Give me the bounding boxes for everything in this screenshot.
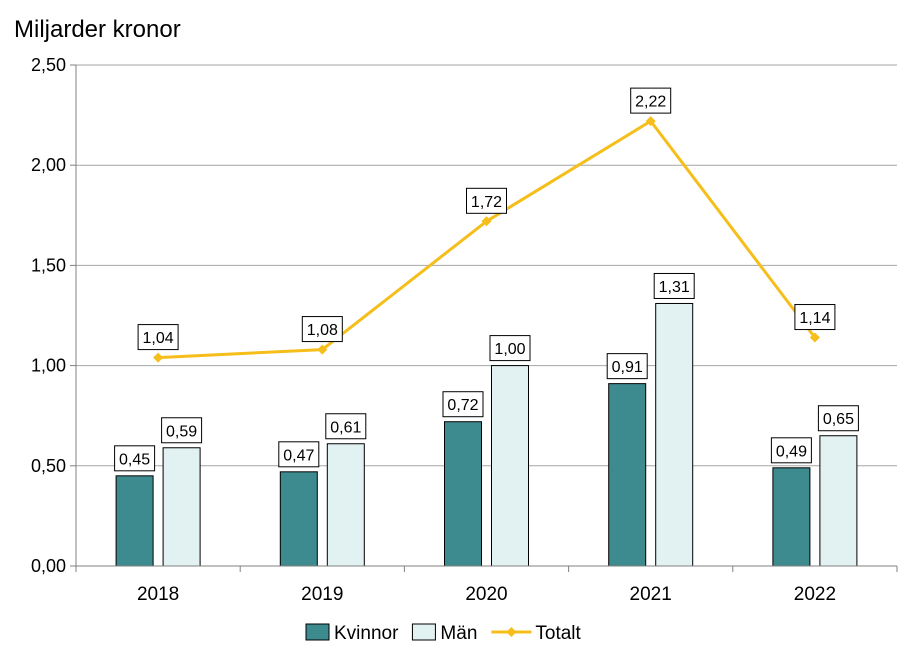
- y-tick-label: 2,00: [31, 155, 66, 175]
- data-label-totalt: 2,22: [630, 87, 672, 114]
- bar-kvinnor-2019: [279, 471, 318, 567]
- y-tick-label: 1,00: [31, 356, 66, 376]
- data-label-box: [630, 87, 672, 114]
- line-marker: [317, 344, 328, 355]
- data-labels: 0,45 0,47 0,72 0,91 0,49 0,59 0,61 1,00 1,31 0,65…: [114, 87, 859, 472]
- data-label-text: 0,47: [283, 447, 314, 464]
- bar-kvinnor-2020: [444, 421, 482, 567]
- x-tick-label: 2021: [630, 584, 672, 605]
- data-label-box: [817, 405, 859, 432]
- y-tick-label: 0,00: [31, 556, 66, 576]
- legend-label: Kvinnor: [334, 623, 399, 644]
- gridlines: [76, 64, 897, 467]
- legend-label: Totalt: [535, 623, 581, 644]
- axes: 0,00 0,50 1,00 1,50 2,00 2,50 2018 2019 2020 2021…: [31, 55, 898, 605]
- data-label-text: 1,04: [143, 330, 174, 347]
- data-label-kvinnor: 0,45: [114, 445, 156, 472]
- bar-kvinnor-2018: [115, 475, 154, 567]
- data-label-box: [137, 324, 179, 351]
- data-label-text: 1,00: [494, 341, 525, 358]
- legend-swatch: [411, 623, 436, 641]
- bar-män-2018: [162, 447, 201, 567]
- data-label-män: 0,65: [817, 405, 859, 432]
- data-label-totalt: 1,72: [466, 187, 507, 214]
- x-tick-label: 2022: [794, 584, 836, 605]
- y-tick-label: 1,50: [31, 255, 66, 275]
- data-label-text: 1,72: [471, 194, 502, 211]
- data-label-totalt: 1,14: [794, 304, 836, 331]
- total-line: [153, 116, 820, 363]
- data-label-text: 0,59: [166, 423, 197, 440]
- data-label-totalt: 1,04: [137, 324, 179, 351]
- legend-item-totalt: Totalt: [491, 623, 582, 644]
- data-label-text: 2,22: [635, 94, 666, 111]
- x-tick-label: 2019: [301, 584, 343, 605]
- data-label-män: 1,31: [653, 272, 695, 299]
- data-label-box: [466, 187, 507, 214]
- legend: Kvinnor Män Totalt: [305, 623, 582, 644]
- data-label-box: [301, 316, 343, 343]
- line-marker: [481, 216, 492, 227]
- data-label-box: [161, 417, 203, 444]
- legend-label: Män: [440, 623, 477, 644]
- data-label-män: 0,61: [325, 413, 367, 440]
- legend-item-kvinnor: Kvinnor: [305, 623, 399, 644]
- legend-item-män: Män: [411, 623, 477, 644]
- data-label-kvinnor: 0,91: [606, 353, 648, 380]
- data-label-kvinnor: 0,47: [278, 441, 320, 468]
- line-marker: [809, 332, 820, 343]
- data-label-text: 0,72: [447, 397, 478, 414]
- data-label-box: [114, 445, 156, 472]
- bar-män-2020: [491, 365, 529, 567]
- data-label-box: [442, 391, 484, 418]
- data-label-box: [489, 335, 531, 362]
- data-label-män: 0,59: [161, 417, 203, 444]
- legend-swatch: [305, 623, 330, 641]
- y-tick-label: 2,50: [31, 55, 66, 75]
- line-marker: [645, 116, 656, 127]
- data-label-totalt: 1,08: [301, 316, 343, 343]
- y-tick-label: 0,50: [31, 456, 66, 476]
- data-label-box: [606, 353, 648, 380]
- data-label-box: [653, 272, 695, 299]
- x-tick-label: 2018: [137, 584, 179, 605]
- data-label-text: 0,91: [612, 359, 643, 376]
- data-label-kvinnor: 0,72: [442, 391, 484, 418]
- data-label-text: 1,31: [659, 279, 690, 296]
- data-label-text: 0,45: [119, 451, 150, 468]
- bar-män-2019: [326, 443, 365, 567]
- data-label-box: [794, 304, 836, 331]
- bars: [115, 302, 858, 567]
- data-label-text: 0,61: [330, 419, 361, 436]
- data-label-kvinnor: 0,49: [770, 437, 812, 464]
- x-tick-label: 2020: [465, 584, 507, 605]
- data-label-män: 1,00: [489, 335, 531, 362]
- data-label-box: [325, 413, 367, 440]
- data-label-text: 0,65: [823, 411, 854, 428]
- data-label-text: 1,14: [799, 310, 830, 327]
- bar-kvinnor-2021: [608, 383, 647, 567]
- bar-kvinnor-2022: [772, 467, 811, 567]
- data-label-box: [278, 441, 320, 468]
- legend-marker: [506, 627, 517, 637]
- y-axis-title: Miljarder kronor: [14, 16, 181, 43]
- line-marker: [153, 352, 164, 363]
- data-label-box: [770, 437, 812, 464]
- bar-män-2021: [655, 302, 694, 567]
- bar-män-2022: [819, 435, 858, 567]
- line-totalt: [158, 119, 817, 360]
- data-label-text: 1,08: [307, 322, 338, 339]
- data-label-text: 0,49: [776, 443, 807, 460]
